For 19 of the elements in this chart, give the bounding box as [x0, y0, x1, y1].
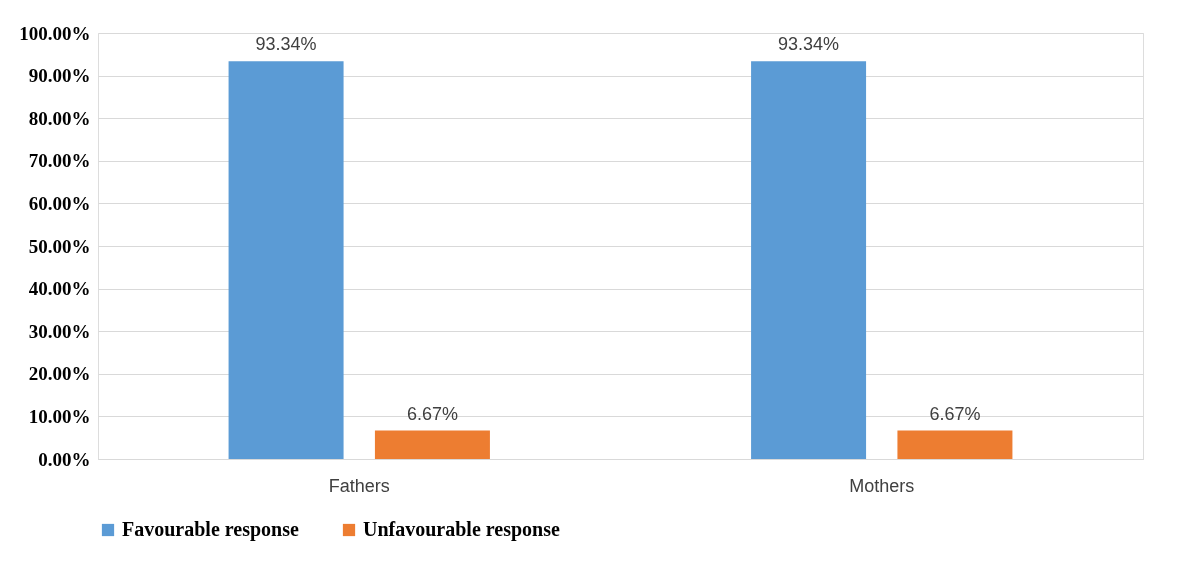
y-tick-label: 70.00%	[28, 150, 91, 172]
y-tick-label: 60.00%	[28, 192, 91, 214]
y-tick-label: 10.00%	[28, 405, 91, 427]
y-tick-label: 80.00%	[28, 107, 91, 129]
data-label: 93.34%	[255, 34, 317, 55]
data-label: 6.67%	[406, 403, 458, 424]
y-tick-label: 0.00%	[38, 448, 91, 470]
x-tick-label: Fathers	[328, 475, 390, 496]
y-tick-label: 90.00%	[28, 65, 91, 87]
legend-label: Favourable response	[122, 518, 299, 541]
x-tick-label: Mothers	[849, 475, 915, 496]
legend-label: Unfavourable response	[363, 518, 560, 541]
y-tick-label: 30.00%	[28, 320, 91, 342]
y-tick-label: 20.00%	[28, 363, 91, 385]
data-label: 93.34%	[778, 34, 840, 55]
data-label: 6.67%	[929, 403, 981, 424]
y-tick-label: 100.00%	[19, 22, 91, 44]
y-tick-label: 40.00%	[28, 278, 91, 300]
y-tick-label: 50.00%	[28, 235, 91, 257]
